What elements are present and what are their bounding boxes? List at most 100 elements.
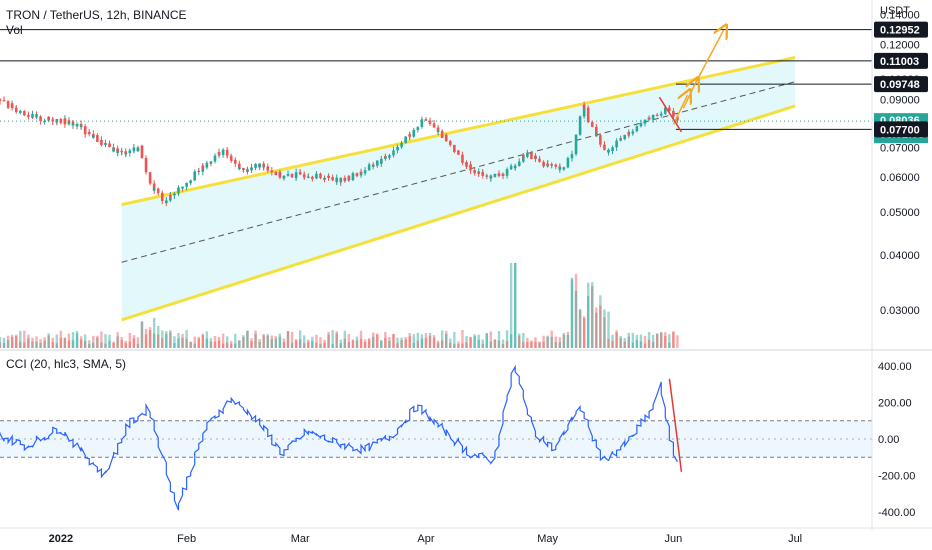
volume-bar	[436, 340, 440, 348]
volume-bar	[307, 341, 310, 348]
candle-body	[672, 114, 675, 117]
candle-body	[262, 166, 265, 168]
candle-body	[582, 104, 586, 108]
volume-bar	[209, 338, 213, 348]
volume-bar	[647, 339, 651, 348]
volume-bar	[367, 339, 371, 348]
volume-bar	[307, 339, 310, 348]
candle-body	[96, 135, 99, 142]
volume-bar	[424, 338, 428, 348]
candle-body	[493, 173, 497, 175]
volume-bar	[55, 334, 58, 348]
volume-bar	[412, 342, 415, 348]
candle-body	[367, 166, 371, 171]
volume-bar	[367, 338, 371, 348]
candle-body	[120, 151, 123, 153]
candle-body	[79, 126, 83, 128]
volume-bar	[546, 336, 549, 348]
candle-body	[136, 147, 140, 152]
volume-bar	[27, 338, 30, 348]
candle-body	[148, 172, 152, 182]
candle-body	[676, 116, 679, 121]
volume-bar	[603, 317, 606, 348]
volume-bar	[376, 334, 379, 348]
volume-bar	[124, 340, 127, 348]
volume-bar	[376, 333, 379, 348]
volume-bar	[63, 337, 67, 348]
candle-body	[124, 153, 128, 155]
volume-bar	[558, 337, 562, 348]
candle-body	[23, 112, 26, 116]
volume-bar	[485, 333, 488, 348]
volume-bar	[392, 333, 395, 348]
candle-body	[388, 155, 391, 157]
volume-bar	[672, 331, 675, 348]
volume-bar	[67, 340, 71, 348]
candle-body	[631, 131, 635, 133]
volume-bar	[538, 341, 541, 348]
cci-tick-label: 200.00	[878, 398, 912, 410]
volume-bar	[144, 328, 148, 348]
volume-bar	[380, 340, 383, 348]
candle-body	[643, 119, 647, 123]
volume-bar	[298, 339, 302, 348]
volume-bar	[509, 263, 513, 348]
candle-body	[152, 183, 156, 191]
volume-bar	[445, 330, 448, 348]
volume-bar	[335, 333, 338, 348]
volume-bar	[574, 291, 578, 348]
volume-bar	[432, 335, 436, 348]
volume-bar	[39, 339, 42, 348]
volume-bar	[595, 312, 598, 348]
volume-bar	[493, 339, 497, 348]
volume-bar	[635, 340, 639, 348]
volume-bar	[225, 336, 229, 348]
candle-body	[590, 123, 594, 127]
candle-body	[128, 150, 132, 152]
volume-bar	[173, 342, 176, 348]
candle-body	[659, 113, 663, 115]
candle-body	[497, 173, 501, 177]
volume-bar	[0, 342, 2, 348]
candle-body	[477, 171, 480, 174]
volume-bar	[331, 330, 334, 348]
volume-bar	[599, 305, 602, 348]
volume-bar	[79, 339, 83, 348]
candle-body	[623, 135, 627, 140]
cci-tick-label: 400.00	[878, 361, 912, 373]
candle-body	[578, 116, 582, 126]
volume-bar	[303, 335, 306, 348]
candle-body	[562, 167, 566, 170]
level-tag-value: 0.07700	[880, 124, 920, 136]
candle-body	[400, 142, 403, 147]
volume-bar	[217, 340, 221, 348]
candle-body	[67, 120, 71, 122]
price-tick-label: 0.07000	[880, 143, 920, 155]
volume-bar	[43, 337, 46, 348]
candle-body	[546, 163, 549, 165]
volume-bar	[254, 330, 257, 348]
volume-bar	[355, 340, 359, 348]
volume-bar	[128, 332, 132, 348]
volume-bar	[651, 342, 655, 348]
volume-bar	[363, 339, 367, 348]
candle-body	[351, 173, 355, 178]
volume-bar	[372, 336, 375, 348]
candle-body	[371, 165, 375, 167]
volume-bar	[461, 330, 464, 348]
candle-body	[144, 167, 148, 173]
volume-bar	[587, 282, 590, 348]
candle-body	[481, 172, 485, 176]
candle-body	[416, 127, 420, 131]
volume-bar	[59, 330, 63, 348]
volume-bar	[213, 341, 217, 348]
candle-body	[509, 165, 513, 168]
volume-bar	[619, 338, 622, 348]
time-tick-label: Apr	[417, 533, 434, 545]
price-tick-label: 0.06000	[880, 172, 920, 184]
candle-body	[266, 168, 270, 171]
candle-body	[412, 130, 416, 132]
volume-bar	[242, 335, 245, 348]
candle-body	[457, 150, 460, 155]
